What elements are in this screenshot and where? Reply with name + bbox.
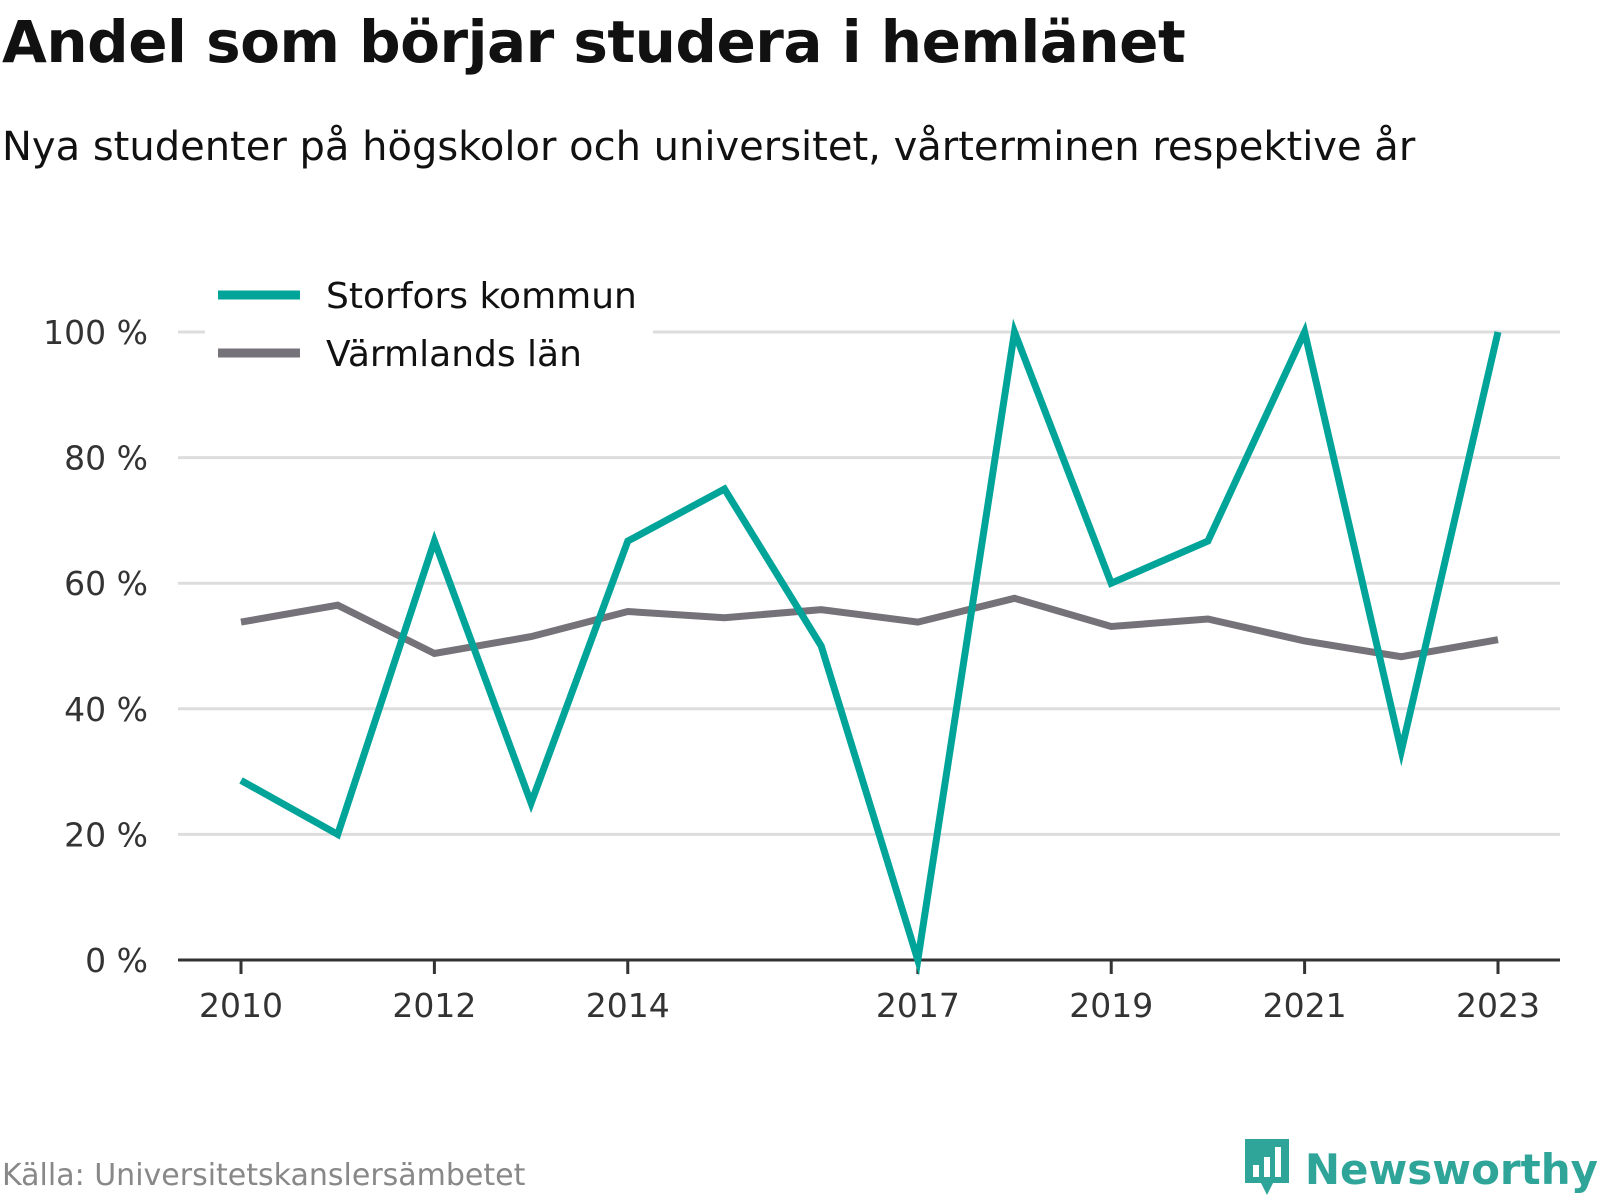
legend-label: Värmlands län [326, 334, 582, 375]
brand-logo: Newsworthy [1243, 1138, 1598, 1200]
gridlines [178, 330, 1560, 836]
y-tick-label: 20 % [64, 815, 148, 854]
x-tick-label: 2017 [876, 986, 960, 1025]
x-axis: 2010 2012 2014 2017 2019 2021 2023 [178, 958, 1560, 1025]
y-tick-label: 60 % [64, 564, 148, 603]
line-chart: 0 %20 %40 %60 %80 %100 % 2010 2012 2014 201… [43, 262, 1560, 1025]
source-note: Källa: Universitetskanslersämbetet [2, 1158, 526, 1193]
bar-chart-speech-bubble-icon [1243, 1137, 1291, 1201]
x-tick-label: 2012 [392, 986, 476, 1025]
y-tick-label: 100 % [43, 313, 148, 352]
series-line-varmland [240, 594, 1499, 661]
y-tick-label: 40 % [64, 690, 148, 729]
series-lines [239, 318, 1502, 976]
y-axis-ticks: 0 % 20 % 40 % 60 % 80 % 100 % [43, 313, 148, 980]
series-line-storfors [239, 318, 1502, 976]
x-tick-label: 2019 [1069, 986, 1153, 1025]
legend-background [205, 262, 653, 382]
brand-name: Newsworthy [1304, 1144, 1598, 1194]
y-tick-label: 80 % [64, 439, 148, 478]
legend: Storfors kommun Värmlands län [205, 262, 653, 382]
chart-subtitle: Nya studenter på högskolor och universit… [2, 124, 1416, 170]
x-tick-label: 2014 [586, 986, 670, 1025]
x-tick-label: 2010 [199, 986, 283, 1025]
x-tick-label: 2021 [1263, 986, 1347, 1025]
x-tick-label: 2023 [1456, 986, 1540, 1025]
chart-title: Andel som börjar studera i hemlänet [2, 8, 1186, 76]
y-tick-label: 0 % [85, 941, 148, 980]
legend-label: Storfors kommun [326, 276, 637, 317]
